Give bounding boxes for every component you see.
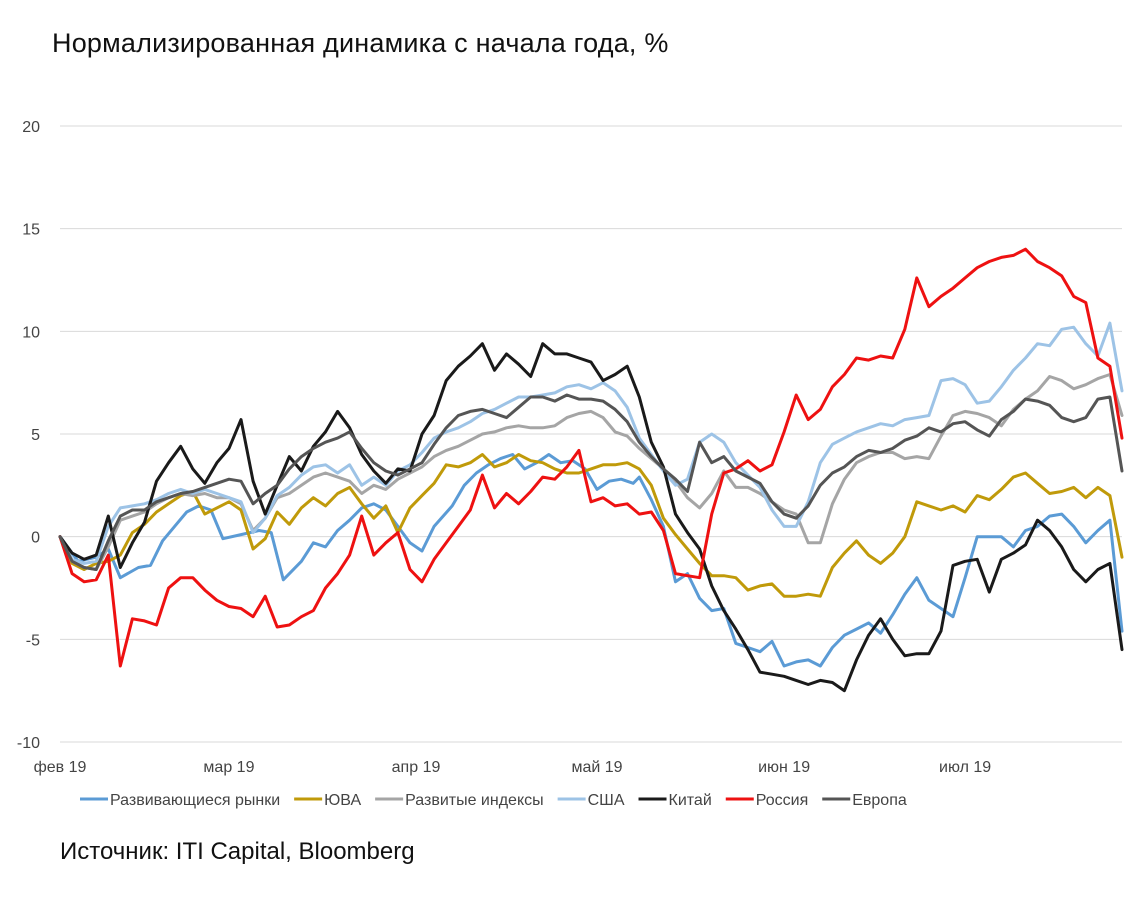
source-note: Источник: ITI Capital, Bloomberg (60, 838, 415, 865)
x-tick-label: июн 19 (758, 759, 810, 776)
legend-label-1: ЮВА (324, 792, 361, 809)
y-tick-label: 5 (31, 427, 40, 444)
x-tick-label: мар 19 (203, 759, 254, 776)
series-lines (58, 247, 1124, 693)
x-tick-label: май 19 (571, 759, 622, 776)
series-line-1 (58, 453, 1124, 598)
legend-label-5: Россия (756, 792, 808, 809)
x-tick-label: апр 19 (392, 759, 441, 776)
series-line-6 (58, 393, 1124, 571)
series-line-0 (58, 453, 1124, 668)
x-tick-label: июл 19 (939, 759, 991, 776)
x-axis-ticks: фев 19 мар 19 апр 19 май 19 июн 19 июл 19 (34, 759, 992, 776)
y-tick-label: -5 (26, 632, 40, 649)
chart-title: Нормализированная динамика с начала года… (52, 28, 669, 58)
legend-label-0: Развивающиеся рынки (110, 792, 280, 809)
y-tick-label: 20 (22, 119, 40, 136)
y-tick-label: 15 (22, 222, 40, 239)
y-tick-label: -10 (17, 735, 40, 752)
series-line-4 (58, 342, 1124, 693)
series-line-2 (58, 373, 1124, 571)
grid-lines (60, 125, 1122, 743)
y-tick-label: 10 (22, 324, 40, 341)
legend-label-4: Китай (669, 792, 712, 809)
series-line-3 (58, 321, 1124, 565)
legend-label-6: Европа (852, 792, 907, 809)
y-axis-ticks: 20 15 10 5 0 -5 -10 (17, 119, 40, 752)
x-tick-label: фев 19 (34, 759, 87, 776)
legend-label-2: Развитые индексы (405, 792, 544, 809)
y-tick-label: 0 (31, 530, 40, 547)
legend: Развивающиеся рынки ЮВА Развитые индексы СШ… (80, 792, 907, 809)
legend-label-3: США (588, 792, 625, 809)
series-line-5 (58, 247, 1124, 668)
